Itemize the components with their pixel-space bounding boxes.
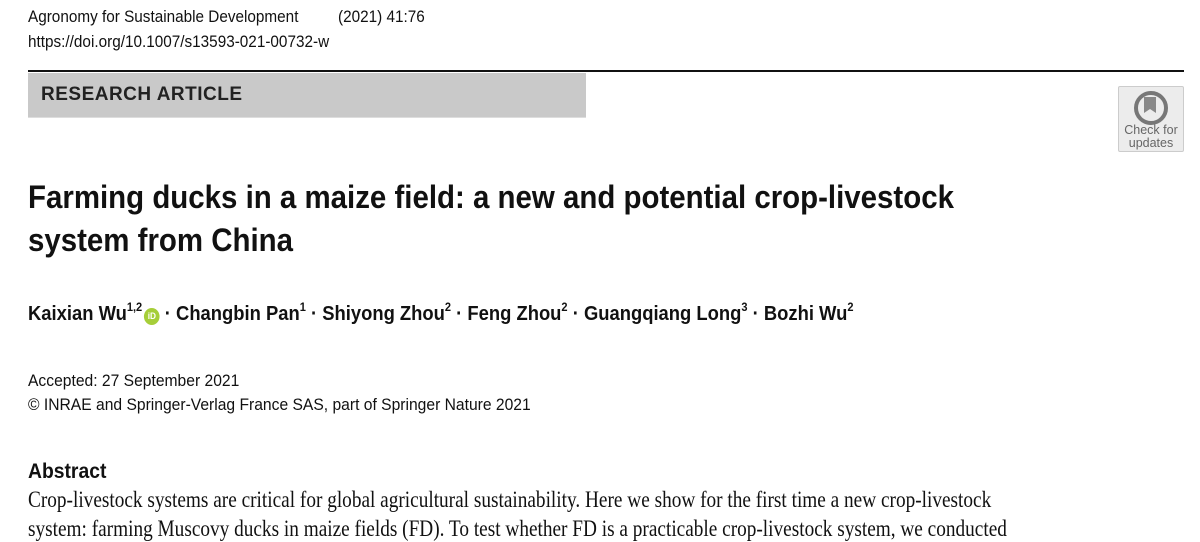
crossmark-icon xyxy=(1134,91,1168,125)
author-name[interactable]: Kaixian Wu xyxy=(28,303,127,325)
author-name[interactable]: Bozhi Wu xyxy=(763,303,848,325)
author-affiliation: 2 xyxy=(444,300,452,314)
author-name[interactable]: Shiyong Zhou xyxy=(322,303,445,325)
author-separator: · xyxy=(159,303,177,325)
author-affiliation: 2 xyxy=(847,300,854,314)
author-affiliation: 3 xyxy=(741,300,748,314)
copyright: © INRAE and Springer-Verlag France SAS, … xyxy=(28,395,531,414)
author-separator: · xyxy=(305,303,323,325)
article-title: Farming ducks in a maize field: a new an… xyxy=(28,176,1034,262)
author-name[interactable]: Feng Zhou xyxy=(467,303,562,325)
article-type: RESEARCH ARTICLE xyxy=(41,84,243,105)
author-name[interactable]: Guangqiang Long xyxy=(583,303,742,325)
article-type-banner: RESEARCH ARTICLE xyxy=(28,73,586,118)
cfu-line1: Check for xyxy=(1124,123,1178,137)
accepted-date: Accepted: 27 September 2021 xyxy=(28,371,240,390)
author-separator: · xyxy=(451,303,468,325)
author-name[interactable]: Changbin Pan xyxy=(176,303,300,325)
check-for-updates-button[interactable]: Check for updates xyxy=(1118,86,1184,152)
abstract-line-1: Crop-livestock systems are critical for … xyxy=(28,487,992,512)
author-list: Kaixian Wu1,2iD · Changbin Pan1 · Shiyon… xyxy=(28,300,925,326)
citation: (2021) 41:76 xyxy=(338,7,425,26)
author-affiliation: 1 xyxy=(299,300,306,314)
title-line-2: system from China xyxy=(28,222,294,258)
cfu-line2: updates xyxy=(1128,136,1174,150)
abstract-heading: Abstract xyxy=(28,460,107,483)
abstract-line-2: system: farming Muscovy ducks in maize f… xyxy=(28,516,1007,541)
author-affiliation: 1,2 xyxy=(126,300,143,314)
author-separator: · xyxy=(567,303,584,325)
author-separator: · xyxy=(747,303,764,325)
doi-text[interactable]: https://doi.org/10.1007/s13593-021-00732… xyxy=(28,32,330,51)
doi-link[interactable]: https://doi.org/10.1007/s13593-021-00732… xyxy=(28,32,363,52)
bookmark-icon xyxy=(1144,97,1156,113)
orcid-icon[interactable]: iD xyxy=(144,308,160,325)
journal-header: Agronomy for Sustainable Development (202… xyxy=(28,7,469,27)
journal-name: Agronomy for Sustainable Development xyxy=(28,7,299,26)
title-line-1: Farming ducks in a maize field: a new an… xyxy=(28,179,954,215)
header-rule xyxy=(28,70,1184,72)
author-affiliation: 2 xyxy=(561,300,568,314)
